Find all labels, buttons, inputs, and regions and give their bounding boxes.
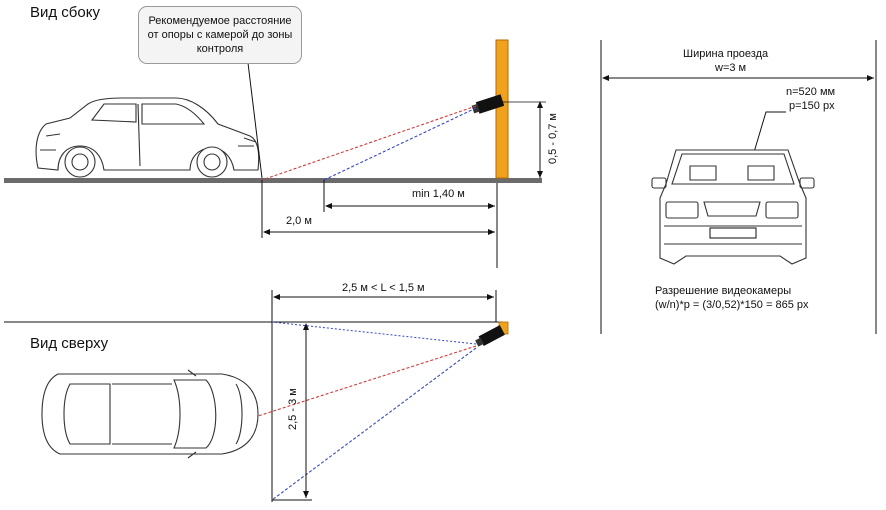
plate-n-label: n=520 мм (786, 86, 835, 98)
distance-label: 2,0 м (286, 215, 312, 227)
top-car (41, 369, 259, 459)
lane-width-label: 2,5 - 3 м (287, 388, 299, 430)
front-car (651, 149, 815, 265)
resolution-formula: (w/n)*p = (3/0,52)*150 = 865 px (655, 299, 809, 311)
top-view-title: Вид сверху (30, 335, 109, 352)
range-label: 2,5 м < L < 1,5 м (342, 282, 425, 294)
resolution-title: Разрешение видеокамеры (655, 285, 791, 297)
plate-p-label: p=150 px (789, 100, 835, 112)
front-width-value: w=3 м (714, 62, 746, 74)
camera-pole (495, 39, 509, 179)
side-ray-blue (323, 107, 477, 181)
min-label: min 1,40 м (412, 188, 465, 200)
height-label: 0,5 - 0,7 м (547, 113, 559, 164)
top-ray-edge-near (271, 321, 477, 345)
ground-line (4, 178, 542, 183)
recommendation-note: Рекомендуемое расстояние от опоры с каме… (138, 6, 302, 64)
top-ray-red (257, 345, 477, 417)
side-car (35, 97, 260, 178)
top-ray-blue (271, 347, 477, 501)
side-view-title: Вид сбоку (30, 4, 100, 21)
front-width-title: Ширина проезда (683, 48, 769, 60)
top-camera-icon (475, 325, 505, 347)
side-ray-red (261, 105, 477, 181)
note-pointer (247, 62, 263, 179)
